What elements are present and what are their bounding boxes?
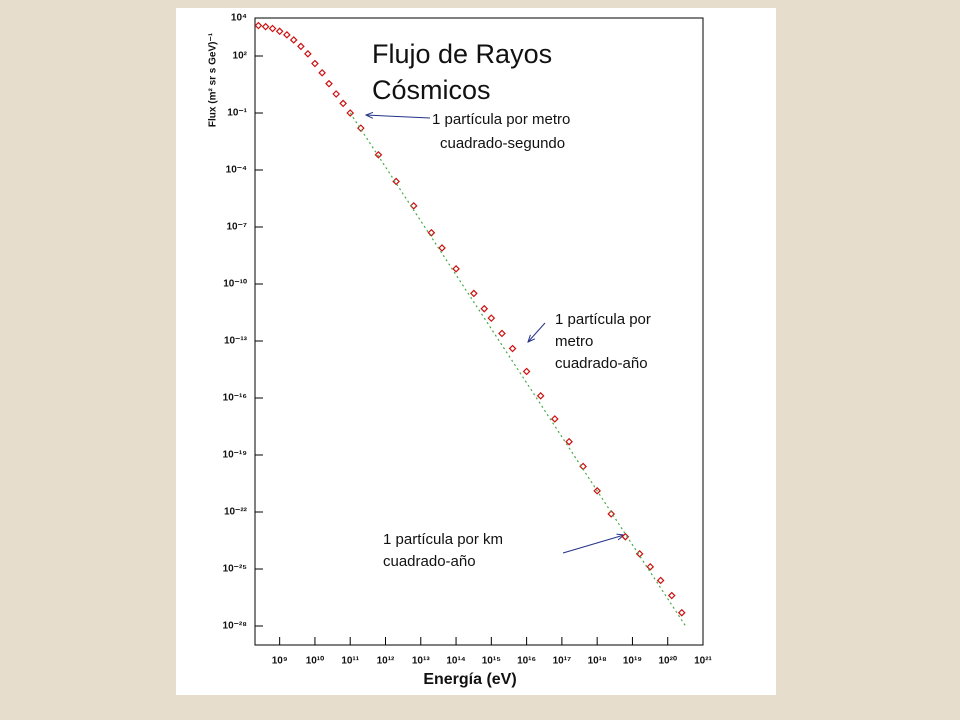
arrow [528,322,546,342]
x-tick-label: 10²¹ [694,656,712,667]
chart-title: Cósmicos [372,75,491,105]
x-tick-label: 10²⁰ [658,656,676,667]
data-point [346,109,355,117]
data-point [261,22,270,31]
y-axis-label: Flux (m² sr s GeV)⁻¹ [208,32,219,127]
y-tick-label: 10⁻²⁸ [223,621,248,632]
y-tick-label: 10⁻¹³ [224,336,248,347]
data-point [254,21,263,30]
y-tick-label: 10⁻²² [224,507,248,518]
data-point [304,49,312,58]
y-tick-label: 10⁻¹⁹ [223,450,248,461]
y-tick-label: 10⁴ [231,13,247,24]
data-point [536,391,545,400]
y-tick-label: 10⁻¹⁶ [223,393,247,404]
data-point [297,42,305,51]
data-point [565,437,573,446]
arrow [562,535,624,554]
x-tick-label: 10¹¹ [341,656,359,667]
data-point [339,99,347,108]
y-tick-label: 10⁻⁷ [226,222,247,233]
annotation: cuadrado-año [383,553,476,570]
y-tick-label: 10⁻¹ [227,108,247,119]
data-point [593,486,602,495]
y-tick-label: 10⁻²⁵ [223,564,248,575]
data-point [318,68,326,77]
data-point [607,510,616,518]
x-tick-label: 10⁹ [272,656,288,667]
annotation: metro [555,333,593,350]
data-point [332,90,341,98]
data-point [508,344,517,353]
data-point [283,30,291,39]
data-point [522,367,531,376]
x-tick-label: 10¹² [377,656,395,667]
data-point [480,304,489,313]
annotation: 1 partícula por [555,311,651,328]
x-tick-label: 10¹⁶ [517,656,536,667]
annotation: 1 partícula por metro [432,111,570,128]
y-tick-label: 10² [233,51,248,62]
data-point [550,415,559,423]
fit-line [349,112,687,627]
data-point [646,562,655,571]
chart-title: Flujo de Rayos [372,39,552,69]
x-tick-label: 10¹⁷ [553,656,572,667]
y-tick-label: 10⁻¹⁰ [223,279,247,290]
annotation: cuadrado-año [555,355,648,372]
x-tick-label: 10¹⁰ [306,656,324,667]
data-point [268,24,277,33]
data-point [487,314,496,322]
data-point [621,532,630,541]
data-point [677,608,686,617]
annotation: cuadrado-segundo [440,135,565,152]
chart-panel [176,8,776,695]
annotation: 1 partícula por km [383,531,503,548]
data-point [275,27,284,36]
data-point [325,79,333,88]
data-point [470,289,478,298]
data-point [452,264,460,273]
x-tick-label: 10¹³ [412,656,430,667]
x-tick-label: 10¹⁵ [482,656,501,667]
x-tick-label: 10¹⁸ [588,656,607,667]
x-axis-label: Energía (eV) [423,671,516,688]
data-point [438,244,446,252]
x-tick-label: 10¹⁹ [623,656,642,667]
y-tick-label: 10⁻⁴ [226,165,247,176]
data-point [498,329,506,338]
data-point [427,228,436,237]
data-point [374,150,383,159]
data-point [409,201,418,210]
x-tick-label: 10¹⁴ [446,656,465,667]
data-point [289,36,298,44]
data-point [311,59,319,68]
data-point [667,591,676,600]
data-point [656,576,665,585]
plot-frame [254,17,704,646]
arrow [366,115,431,118]
